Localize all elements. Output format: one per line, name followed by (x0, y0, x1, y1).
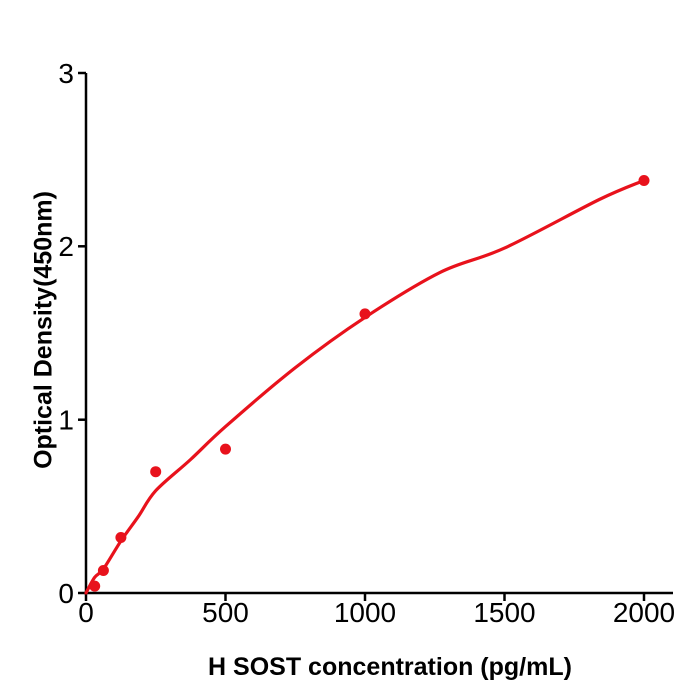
y-tick-label: 1 (58, 405, 74, 436)
y-tick-label: 3 (58, 58, 74, 89)
data-point (115, 532, 127, 543)
y-tick-label: 2 (58, 231, 74, 262)
data-point (220, 443, 231, 455)
fit-curve-line (84, 178, 646, 595)
data-point (359, 308, 371, 320)
data-point (97, 565, 109, 576)
x-tick-label: 1500 (473, 597, 535, 628)
x-tick-label: 2000 (613, 597, 675, 628)
axes: 0 500 1000 1500 2000 0 1 2 3 (58, 58, 675, 628)
fit-curve-layer (84, 178, 646, 595)
x-tick-label: 0 (78, 597, 94, 628)
x-axis-title: H SOST concentration (pg/mL) (208, 653, 572, 681)
x-tick-label: 1000 (334, 597, 396, 628)
data-point (150, 466, 162, 478)
y-tick-label: 0 (58, 578, 74, 609)
data-points-layer (89, 175, 650, 592)
x-tick-label: 500 (202, 597, 249, 628)
data-point (89, 580, 101, 592)
data-point (638, 175, 650, 186)
y-axis-title: Optical Density(450nm) (29, 191, 58, 469)
